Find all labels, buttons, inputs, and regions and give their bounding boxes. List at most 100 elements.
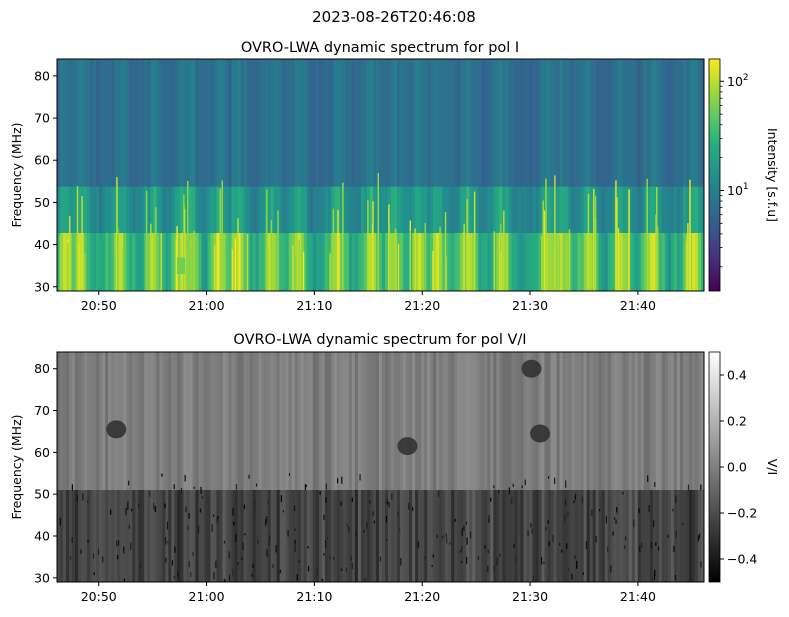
heatmap-cell [354,186,359,233]
heatmap-cell [66,59,70,187]
burst-streak [628,189,630,291]
heatmap-cell [165,233,169,291]
y-tick-label: 40 [34,529,50,544]
heatmap-cell [511,490,516,582]
heatmap-cell [661,186,666,233]
speckle [298,560,300,563]
x-tick-label: 21:00 [189,298,225,313]
heatmap-cell [490,352,494,490]
heatmap-cell [415,186,419,233]
heatmap-cell [673,233,678,291]
heatmap-cell [424,59,428,187]
heatmap-cell [165,186,169,233]
heatmap-cell [258,490,263,582]
heatmap-cell [574,490,579,582]
burst-streak [646,178,648,291]
heatmap-cell [153,233,157,291]
speckle [545,527,547,531]
speckle [71,537,73,544]
speckle [294,528,296,531]
heatmap-cell [640,233,645,291]
x-tick-label: 21:00 [189,589,225,604]
burst-streak [545,178,547,291]
heatmap-cell [351,352,356,490]
heatmap-cell [219,490,224,582]
heatmap-cell [580,233,585,291]
heatmap-cell [682,490,687,582]
colorbar-tick-label: 0.2 [727,414,747,429]
speckle [233,521,235,526]
speckle [488,514,490,519]
burst-streak [266,189,268,291]
heatmap-cell [484,233,488,291]
heatmap-cell [276,59,281,187]
burst-streak [439,226,441,291]
burst-streak [463,223,465,291]
heatmap-cell [445,490,449,582]
heatmap-cell [177,59,181,187]
heatmap-cell [372,352,377,490]
burst-streak [117,228,119,291]
speckle [438,490,440,498]
burst-streak [655,214,657,291]
speckle [173,575,175,579]
heatmap-cell [132,352,136,490]
heatmap-cell [123,233,127,291]
heatmap-cell [436,490,440,582]
y-axis-pol-vi: 30 40 50 60 70 80 [34,361,57,585]
heatmap-cell [303,352,308,490]
heatmap-cell [219,186,224,233]
heatmap-cell [312,186,317,233]
heatmap-cell [339,490,344,582]
heatmap-cell [589,59,594,187]
heatmap-cell [81,490,85,582]
heatmap-cell [168,186,172,233]
heatmap-cell [165,352,169,490]
heatmap-cell [475,59,479,187]
heatmap-cell [345,352,350,490]
heatmap-cell [697,186,702,233]
speckle [193,486,195,489]
heatmap-cell [625,352,630,490]
heatmap-cell [285,233,290,291]
burst-streak [219,188,222,291]
heatmap-cell [499,186,503,233]
heatmap-cell [60,352,64,490]
heatmap-cell [129,352,133,490]
heatmap-cell [336,59,341,187]
heatmap-cell [327,59,332,187]
heatmap-cell [249,490,254,582]
heatmap-cell [418,352,422,490]
speckle [459,549,461,553]
speckle [294,539,296,545]
heatmap-cell [60,490,64,582]
heatmap-cell [177,490,181,582]
heatmap-cell [324,233,329,291]
colorbar-label-pol-i: Intensity [s.f.u] [765,128,780,222]
heatmap-cell [385,490,389,582]
speckle [340,501,342,506]
heatmap-cell [216,233,221,291]
heatmap-cell [141,186,145,233]
heatmap-cell [138,352,142,490]
heatmap-cell [348,352,353,490]
heatmap-cell [559,233,564,291]
heatmap-cell [685,186,690,233]
heatmap-cell [460,233,464,291]
heatmap-cell [312,490,317,582]
heatmap-cell [622,490,627,582]
heatmap-cell [189,186,194,233]
heatmap-cell [276,186,281,233]
heatmap-cell [246,186,251,233]
heatmap-cell [526,233,531,291]
heatmap-cell [339,352,344,490]
heatmap-cell [270,233,275,291]
heatmap-cell [520,233,525,291]
heatmap-cell [342,186,347,233]
heatmap-cell [676,490,681,582]
heatmap-cell [57,186,61,233]
heatmap-cell [529,59,534,187]
speckle [228,574,231,581]
burst-streak [337,209,339,291]
heatmap-cell [526,352,531,490]
